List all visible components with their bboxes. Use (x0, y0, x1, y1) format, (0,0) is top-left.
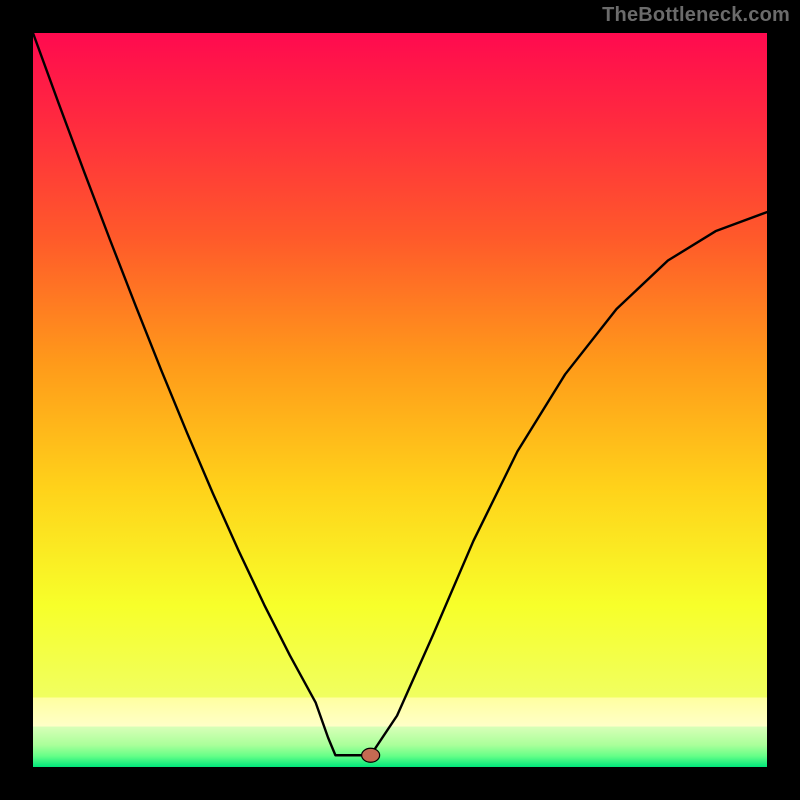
stage: TheBottleneck.com (0, 0, 800, 800)
plot-background (33, 33, 767, 767)
chart-svg (0, 0, 800, 800)
optimal-marker (362, 748, 380, 762)
watermark-text: TheBottleneck.com (602, 4, 790, 27)
